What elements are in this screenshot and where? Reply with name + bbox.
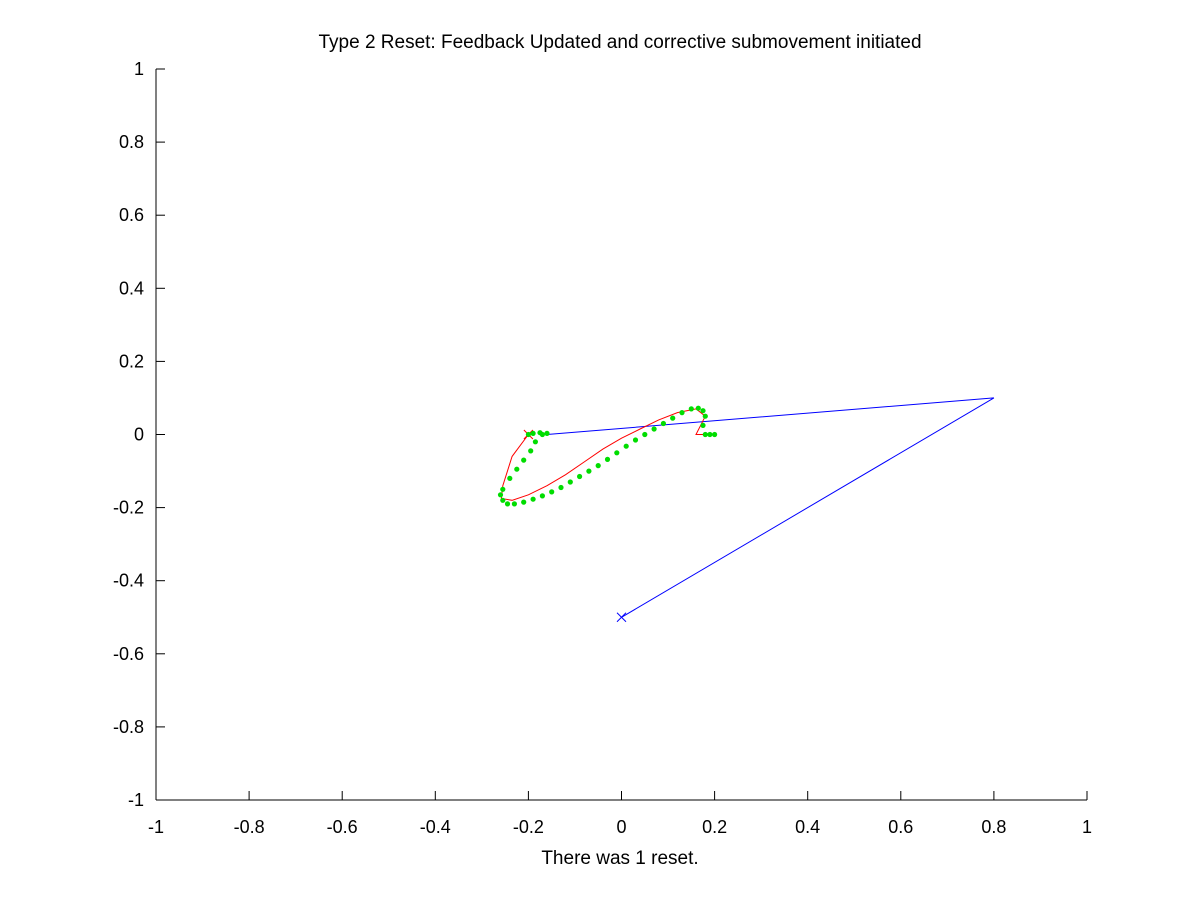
x-tick-label: -0.6	[327, 817, 358, 837]
chart-title: Type 2 Reset: Feedback Updated and corre…	[318, 32, 921, 53]
y-tick-label: -0.6	[113, 644, 144, 664]
y-tick-label: 1	[134, 59, 144, 79]
series-point	[712, 431, 718, 438]
series-point	[604, 456, 611, 462]
x-tick-label: -1	[148, 817, 164, 837]
series-point	[614, 450, 620, 456]
x-tick-label: 0.8	[981, 817, 1006, 837]
series-point	[539, 493, 546, 499]
x-tick-label: 0.2	[702, 817, 727, 837]
series-point	[702, 431, 708, 438]
series-point	[642, 431, 648, 438]
y-tick-label: 0.6	[119, 205, 144, 225]
series-point	[679, 410, 685, 416]
y-tick-label: -0.2	[113, 498, 144, 518]
x-tick-label: -0.8	[234, 817, 265, 837]
x-tick-label: 1	[1082, 817, 1092, 837]
series-point	[702, 413, 708, 419]
series-point	[497, 492, 504, 498]
series-point	[500, 486, 506, 492]
series-point	[688, 406, 694, 412]
series-point	[670, 415, 676, 421]
series-point	[528, 448, 534, 454]
series-point	[500, 497, 506, 503]
series-point	[700, 408, 706, 414]
series-point	[558, 484, 564, 491]
y-tick-label: -0.4	[113, 571, 144, 591]
series-point	[586, 468, 592, 474]
series-line	[546, 397, 995, 618]
x-tick-label: -0.4	[420, 817, 451, 837]
series-point	[511, 501, 517, 507]
x-tick-label: 0.6	[888, 817, 913, 837]
series-point	[632, 437, 639, 443]
series-point	[577, 473, 583, 480]
series-point	[514, 466, 520, 472]
x-tick-label: 0.4	[795, 817, 820, 837]
y-tick-label: 0.4	[119, 278, 144, 298]
series-marker-x	[616, 612, 627, 623]
y-tick-label: -1	[128, 790, 144, 810]
plot-area: -1 -0.8 -0.6 -0.4 -0.2 0 0.2 0.4 0.6 0.8 1 -1-0.8-…	[113, 59, 1092, 837]
series-point	[532, 439, 539, 445]
series-point	[700, 422, 706, 428]
y-tick-label: 0.8	[119, 132, 144, 152]
x-axis-label: There was 1 reset.	[541, 848, 698, 869]
series-point	[549, 489, 555, 495]
series-layer	[497, 397, 995, 623]
x-ticks: -1 -0.8 -0.6 -0.4 -0.2 0 0.2 0.4 0.6 0.8 1	[148, 791, 1092, 837]
y-tick-label: -0.8	[113, 717, 144, 737]
series-point	[530, 496, 536, 502]
x-tick-label: -0.2	[513, 817, 544, 837]
series-point	[525, 431, 532, 438]
series-point	[660, 420, 667, 427]
series-point	[521, 457, 527, 463]
y-ticks: -1 -0.8 -0.6 -0.4 -0.2 0 0.2 0.4 0.6 0.8 1	[113, 59, 165, 810]
series-point	[537, 430, 543, 436]
series-point	[707, 431, 713, 438]
series-point	[507, 475, 513, 481]
series-point	[521, 499, 527, 505]
y-tick-label: 0.2	[119, 351, 144, 371]
series-point	[695, 405, 701, 411]
series-point	[530, 430, 536, 436]
y-tick-label: 0	[134, 425, 144, 445]
series-point	[567, 479, 573, 485]
series-point	[544, 430, 550, 436]
series-point	[504, 501, 511, 507]
series-point	[651, 426, 657, 432]
series-point	[595, 463, 601, 469]
x-tick-label: 0	[616, 817, 626, 837]
series-point	[623, 443, 629, 449]
